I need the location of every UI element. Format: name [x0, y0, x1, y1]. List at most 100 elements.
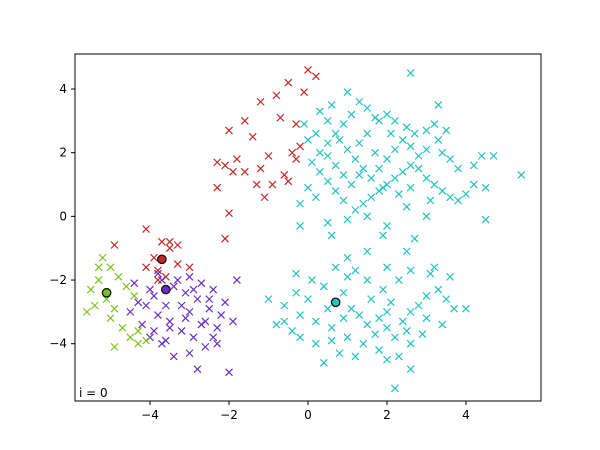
- data-point: [225, 209, 233, 218]
- data-point: [323, 304, 332, 313]
- data-point: [98, 253, 107, 262]
- data-point: [387, 298, 395, 307]
- data-point: [311, 339, 320, 348]
- data-point: [288, 148, 297, 157]
- data-point: [347, 110, 356, 119]
- data-point: [371, 148, 380, 157]
- data-point: [169, 352, 178, 361]
- y-tick-label: −4: [49, 337, 67, 351]
- data-point: [197, 320, 206, 329]
- data-point: [422, 292, 431, 300]
- data-point: [379, 183, 387, 192]
- data-point: [446, 272, 455, 281]
- data-point: [280, 317, 289, 326]
- data-point: [363, 276, 372, 284]
- y-axis: −4 −2 0 2 4: [49, 82, 75, 351]
- data-point: [221, 298, 229, 307]
- data-point: [383, 307, 391, 316]
- data-point: [311, 129, 320, 138]
- data-point: [446, 193, 455, 202]
- data-point: [86, 285, 95, 294]
- data-point: [390, 145, 399, 154]
- data-point: [165, 237, 174, 246]
- centroid-point: [157, 254, 167, 265]
- data-point: [110, 241, 119, 249]
- data-point: [442, 295, 451, 304]
- data-point: [387, 129, 395, 138]
- data-point: [154, 311, 162, 319]
- data-point: [434, 101, 443, 109]
- data-point: [390, 174, 399, 183]
- data-point: [343, 253, 352, 262]
- data-point: [130, 279, 139, 288]
- data-point: [304, 65, 312, 74]
- data-point: [146, 285, 154, 294]
- data-point: [221, 234, 229, 243]
- data-point: [304, 136, 312, 144]
- data-point: [367, 295, 376, 304]
- y-tick-label: 0: [59, 209, 67, 223]
- data-points: [82, 65, 526, 393]
- data-point: [351, 266, 360, 275]
- data-point: [173, 241, 182, 249]
- data-point: [375, 116, 384, 125]
- data-point: [169, 282, 178, 291]
- data-point: [363, 104, 372, 113]
- data-point: [367, 193, 376, 202]
- data-point: [363, 247, 372, 256]
- data-point: [481, 215, 490, 224]
- y-tick-label: 4: [59, 82, 67, 96]
- data-point: [177, 301, 186, 310]
- data-point: [181, 314, 190, 323]
- data-point: [359, 339, 368, 348]
- data-point: [165, 323, 174, 332]
- data-point: [248, 132, 257, 141]
- data-point: [292, 269, 301, 278]
- data-point: [379, 285, 387, 294]
- data-point: [126, 333, 135, 342]
- data-point: [339, 171, 348, 179]
- data-point: [363, 212, 372, 221]
- data-point: [106, 314, 115, 323]
- data-point: [375, 346, 384, 354]
- data-point: [118, 323, 127, 332]
- data-point: [94, 263, 103, 272]
- data-point: [323, 151, 332, 160]
- data-point: [142, 336, 151, 345]
- data-point: [331, 186, 340, 195]
- data-point: [469, 180, 478, 189]
- data-point: [383, 155, 391, 163]
- data-point: [177, 327, 186, 335]
- data-point: [343, 215, 352, 224]
- data-point: [422, 174, 431, 183]
- data-point: [276, 113, 285, 122]
- data-point: [355, 97, 364, 106]
- centroid-point: [101, 287, 112, 298]
- data-point: [201, 342, 210, 351]
- data-point: [138, 320, 147, 329]
- data-point: [252, 180, 261, 189]
- data-point: [181, 288, 190, 297]
- data-point: [292, 155, 301, 163]
- data-point: [134, 298, 143, 307]
- data-point: [154, 269, 162, 278]
- data-point: [94, 276, 103, 284]
- data-point: [402, 202, 411, 211]
- data-point: [339, 196, 348, 205]
- data-point: [304, 295, 312, 304]
- data-point: [410, 129, 419, 138]
- data-point: [410, 234, 419, 243]
- data-point: [383, 355, 391, 364]
- data-point: [414, 151, 423, 160]
- data-point: [308, 158, 316, 167]
- data-point: [359, 199, 368, 208]
- data-point: [402, 327, 411, 335]
- data-point: [284, 177, 293, 186]
- data-point: [402, 247, 411, 256]
- data-point: [383, 110, 391, 119]
- data-point: [134, 327, 143, 335]
- data-point: [339, 120, 348, 128]
- data-point: [383, 221, 391, 230]
- data-point: [398, 317, 407, 326]
- data-point: [406, 307, 415, 316]
